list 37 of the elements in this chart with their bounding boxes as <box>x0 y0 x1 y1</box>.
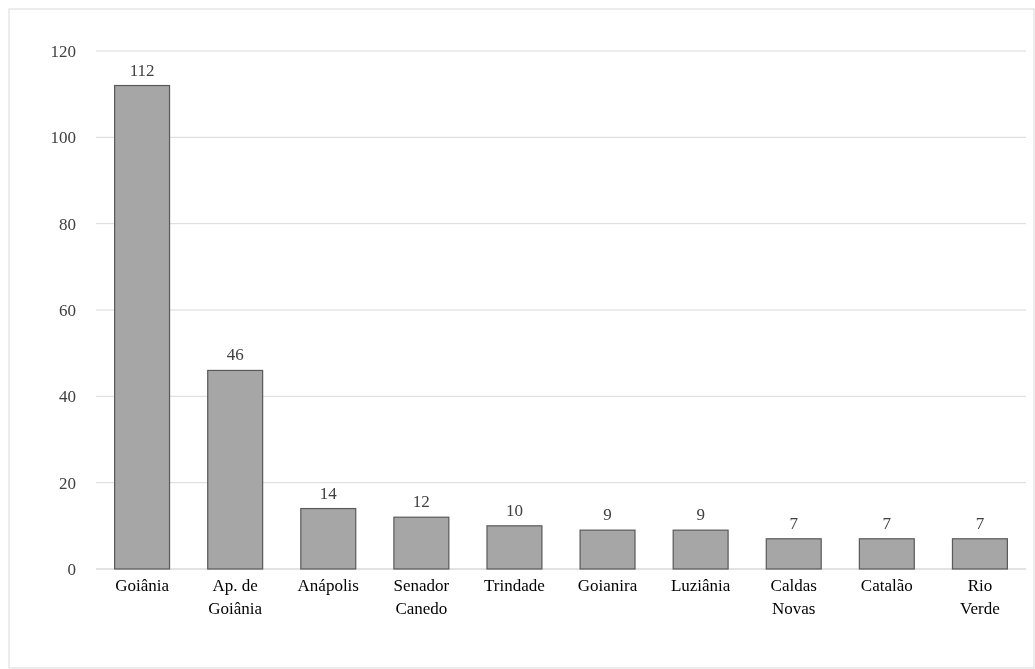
data-label: 9 <box>696 505 705 525</box>
y-tick-label: 40 <box>59 387 76 407</box>
bar <box>579 529 636 570</box>
data-label: 9 <box>603 505 612 525</box>
bar <box>486 525 543 570</box>
bar <box>672 529 729 570</box>
data-label: 7 <box>975 513 985 533</box>
bar <box>951 538 1008 570</box>
y-tick-label: 0 <box>67 559 76 579</box>
y-tick-label: 20 <box>59 473 76 493</box>
x-tick-label: Goianira <box>577 576 638 595</box>
bar <box>858 538 915 570</box>
bar <box>207 369 264 570</box>
data-label: 10 <box>505 500 523 520</box>
data-label: 112 <box>129 60 155 80</box>
bar <box>393 516 450 570</box>
data-label: 7 <box>789 513 799 533</box>
x-tick-label: Anápolis <box>297 576 359 595</box>
bar <box>765 538 822 570</box>
x-tick-label: Caldas Novas <box>770 576 817 618</box>
x-tick-label: Goiânia <box>115 576 170 595</box>
x-tick-label: Senador Canedo <box>393 576 450 618</box>
x-tick-label: Luziânia <box>670 576 731 595</box>
x-tick-label: Catalão <box>860 576 913 595</box>
bar <box>114 84 171 570</box>
x-tick-label: Trindade <box>484 576 545 595</box>
y-tick-label: 120 <box>50 41 76 61</box>
data-label: 7 <box>882 513 892 533</box>
data-label: 14 <box>319 483 338 503</box>
y-tick-label: 60 <box>59 300 76 320</box>
data-label: 46 <box>226 345 244 365</box>
y-tick-label: 100 <box>50 128 76 148</box>
bar <box>300 507 357 570</box>
x-tick-label: Rio Verde <box>960 576 1000 618</box>
x-tick-label: Ap. de Goiânia <box>208 576 263 618</box>
data-label: 12 <box>412 492 430 512</box>
y-tick-label: 80 <box>59 214 76 234</box>
